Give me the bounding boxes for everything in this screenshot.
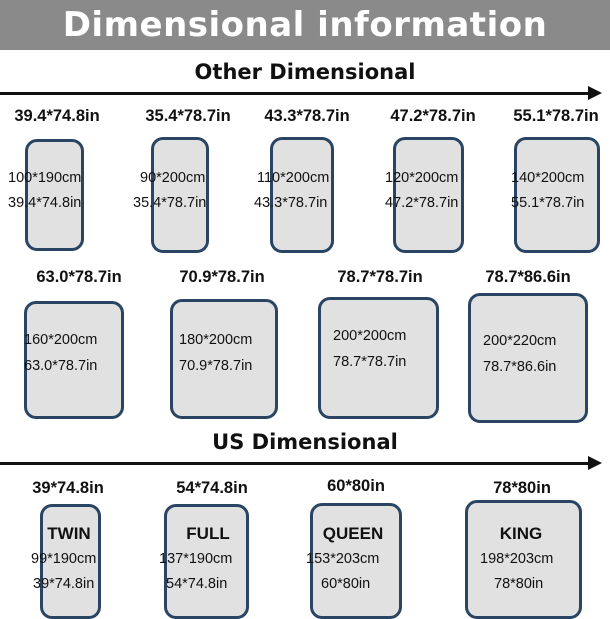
- mattress-king-cm: 198*203cm: [480, 551, 554, 567]
- other-dim-label-4: 47.2*78.7in: [390, 107, 476, 125]
- mattress-5-in: 55.1*78.7in: [511, 195, 585, 211]
- mattress-8-in: 78.7*78.7in: [333, 354, 407, 370]
- mattress-king-in: 78*80in: [494, 576, 544, 592]
- mattress-7-cm: 180*200cm: [179, 332, 253, 348]
- header-banner: Dimensional information: [0, 0, 610, 50]
- mattress-5: [514, 137, 600, 253]
- us-dim-label-full: 54*74.8in: [176, 479, 248, 497]
- bed-name-twin: TWIN: [47, 524, 91, 543]
- mattress-9: [468, 293, 588, 423]
- mattress-6-cm: 160*200cm: [24, 332, 98, 348]
- mattress-king: [465, 500, 582, 619]
- us-dim-label-twin: 39*74.8in: [32, 479, 104, 497]
- mattress-queen-in: 60*80in: [321, 576, 371, 592]
- mattress-7: [170, 299, 278, 419]
- other-dim-label-3: 43.3*78.7in: [264, 107, 350, 125]
- other-dim-label-2: 35.4*78.7in: [145, 107, 231, 125]
- mattress-4-cm: 120*200cm: [385, 170, 459, 186]
- bed-name-queen: QUEEN: [322, 524, 384, 543]
- mattress-9-cm: 200*220cm: [483, 333, 557, 349]
- other-section-title: Other Dimensional: [194, 60, 416, 84]
- other-dim-label-1: 39.4*74.8in: [14, 107, 100, 125]
- mattress-2: [151, 137, 209, 253]
- other-arrow-line: [0, 92, 590, 95]
- mattress-full-in: 54*74.8in: [166, 576, 228, 592]
- mattress-twin-cm: 99*190cm: [31, 551, 97, 567]
- mattress-1: [25, 139, 84, 251]
- us-dim-label-queen: 60*80in: [327, 477, 385, 495]
- us-arrow-line: [0, 462, 590, 465]
- mattress-7-in: 70.9*78.7in: [179, 358, 253, 374]
- other-dim-label-7: 70.9*78.7in: [179, 268, 265, 286]
- mattress-1-in: 39.4*74.8in: [8, 195, 82, 211]
- mattress-2-cm: 90*200cm: [140, 170, 206, 186]
- mattress-9-in: 78.7*86.6in: [483, 359, 557, 375]
- mattress-8: [318, 297, 439, 419]
- mattress-5-cm: 140*200cm: [511, 170, 585, 186]
- mattress-twin: [40, 504, 101, 619]
- other-dim-label-5: 55.1*78.7in: [513, 107, 599, 125]
- other-dim-label-9: 78.7*86.6in: [485, 268, 571, 286]
- mattress-8-cm: 200*200cm: [333, 328, 407, 344]
- us-arrow-head-icon: [588, 456, 602, 470]
- mattress-4-in: 47.2*78.7in: [385, 195, 459, 211]
- mattress-3-in: 43.3*78.7in: [254, 195, 328, 211]
- bed-name-full: FULL: [186, 524, 230, 543]
- mattress-queen-cm: 153*203cm: [306, 551, 380, 567]
- bed-name-king: KING: [499, 524, 543, 543]
- mattress-3-cm: 110*200cm: [257, 170, 330, 186]
- other-dim-label-8: 78.7*78.7in: [337, 268, 423, 286]
- us-section-title: US Dimensional: [212, 430, 398, 454]
- us-dim-label-king: 78*80in: [493, 479, 551, 497]
- page-title: Dimensional information: [62, 5, 548, 45]
- mattress-twin-in: 39*74.8in: [33, 576, 95, 592]
- mattress-1-cm: 100*190cm: [8, 170, 82, 186]
- mattress-3: [270, 137, 334, 253]
- mattress-4: [393, 137, 464, 253]
- other-arrow-head-icon: [588, 86, 602, 100]
- mattress-full-cm: 137*190cm: [159, 551, 233, 567]
- mattress-queen: [310, 503, 402, 619]
- mattress-2-in: 35.4*78.7in: [133, 195, 207, 211]
- mattress-6: [24, 301, 124, 419]
- mattress-6-in: 63.0*78.7in: [24, 358, 98, 374]
- other-dim-label-6: 63.0*78.7in: [36, 268, 122, 286]
- mattress-full: [164, 504, 249, 619]
